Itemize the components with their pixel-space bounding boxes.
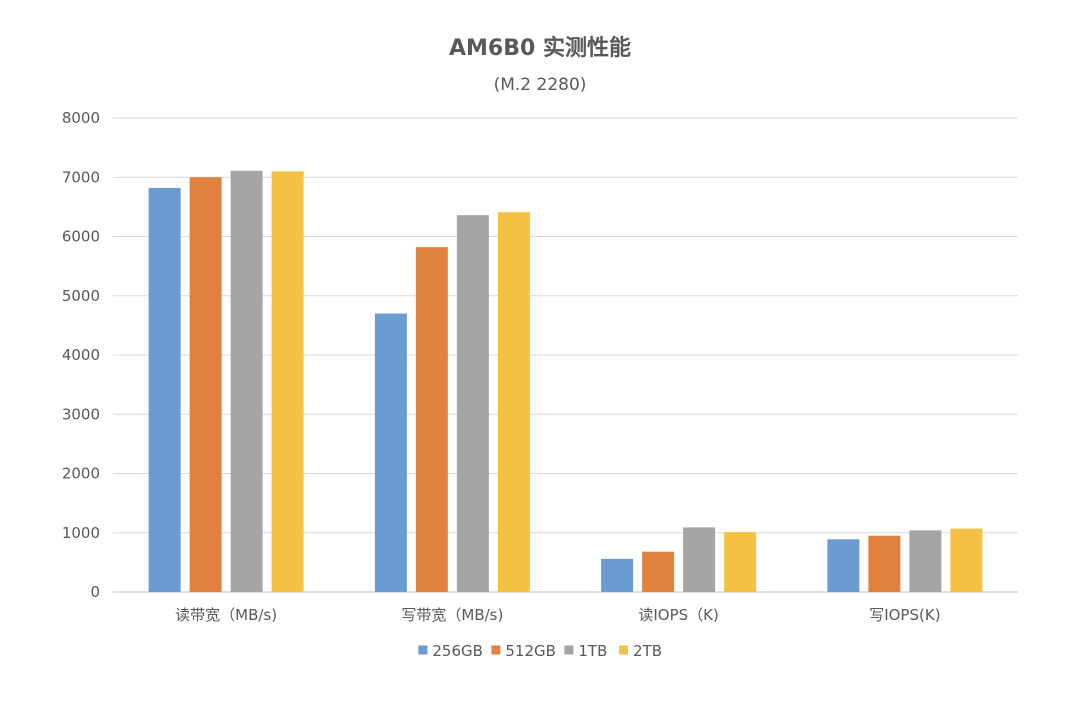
legend-label-2tb: 2TB	[633, 642, 662, 660]
chart-title: AM6B0 实测性能	[449, 35, 631, 61]
y-axis-ticks: 0 1000 2000 3000 4000 5000 6000 7000 8000	[62, 109, 100, 601]
bar-1tb-2	[683, 527, 716, 592]
legend-swatch-512gb	[491, 645, 501, 655]
y-tick-label: 0	[90, 583, 100, 601]
y-tick-label: 2000	[62, 465, 100, 483]
bar-2tb-1	[497, 212, 530, 592]
bar-1tb-0	[230, 170, 263, 593]
y-tick-label: 5000	[62, 287, 100, 305]
bar-256gb-0	[148, 187, 181, 593]
legend-swatch-256gb	[418, 645, 428, 655]
bar-512gb-1	[415, 247, 448, 593]
y-tick-label: 6000	[62, 228, 100, 246]
x-category-label: 写IOPS(K)	[869, 606, 940, 624]
legend: 256GB 512GB 1TB 2TB	[418, 642, 662, 660]
y-tick-label: 1000	[62, 524, 100, 542]
y-tick-label: 8000	[62, 109, 100, 127]
x-category-label: 读IOPS（K)	[638, 606, 719, 624]
bar-512gb-3	[868, 535, 901, 592]
bar-2tb-2	[724, 532, 757, 592]
legend-label-1tb: 1TB	[578, 642, 607, 660]
x-category-label: 读带宽（MB/s)	[175, 606, 277, 624]
x-category-label: 写带宽（MB/s)	[401, 606, 503, 624]
bar-256gb-1	[374, 313, 407, 592]
bar-512gb-0	[189, 177, 222, 592]
gridlines	[113, 117, 1018, 593]
legend-swatch-1tb	[564, 645, 574, 655]
bars	[148, 170, 983, 593]
bar-512gb-2	[642, 551, 675, 592]
bar-1tb-1	[456, 215, 489, 593]
bar-1tb-3	[909, 530, 942, 592]
bar-256gb-3	[827, 539, 860, 592]
bar-2tb-3	[950, 528, 983, 592]
y-tick-label: 3000	[62, 405, 100, 423]
legend-label-512gb: 512GB	[505, 642, 556, 660]
y-tick-label: 7000	[62, 168, 100, 186]
y-tick-label: 4000	[62, 346, 100, 364]
bar-2tb-0	[271, 171, 304, 592]
legend-label-256gb: 256GB	[432, 642, 483, 660]
legend-swatch-2tb	[619, 645, 628, 655]
chart-subtitle: (M.2 2280)	[494, 75, 587, 95]
x-axis-categories: 读带宽（MB/s) 写带宽（MB/s) 读IOPS（K) 写IOPS(K)	[175, 606, 940, 624]
bar-256gb-2	[601, 558, 634, 592]
